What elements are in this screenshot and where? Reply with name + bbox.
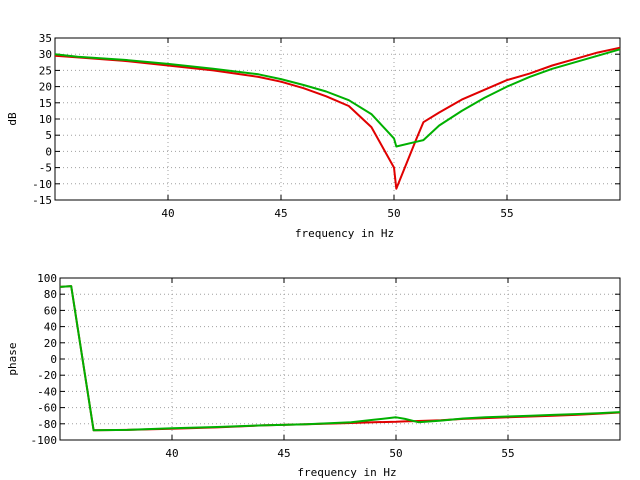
y-tick-label: 0 <box>50 353 57 366</box>
y-tick-label: 25 <box>39 64 52 77</box>
y-tick-label: 60 <box>44 304 57 317</box>
x-tick-label: 55 <box>501 447 514 460</box>
y-axis-label: phase <box>6 342 19 375</box>
x-tick-label: 40 <box>161 207 174 220</box>
series-line-2 <box>54 48 621 148</box>
y-tick-label: -80 <box>37 418 57 431</box>
y-tick-label: 20 <box>39 81 52 94</box>
x-axis-label: frequency in Hz <box>297 466 396 479</box>
x-tick-label: 55 <box>500 207 513 220</box>
y-tick-label: 80 <box>44 288 57 301</box>
y-tick-label: -10 <box>32 178 52 191</box>
y-tick-label: -5 <box>39 162 52 175</box>
y-tick-label: 15 <box>39 97 52 110</box>
x-tick-label: 40 <box>165 447 178 460</box>
y-tick-label: 100 <box>37 272 57 285</box>
y-tick-label: -15 <box>32 194 52 207</box>
y-tick-label: -40 <box>37 385 57 398</box>
x-tick-label: 50 <box>389 447 402 460</box>
y-tick-label: 35 <box>39 32 52 45</box>
series-line-1 <box>59 285 621 432</box>
y-axis-label: dB <box>6 112 19 126</box>
y-tick-label: 40 <box>44 321 57 334</box>
y-tick-label: 30 <box>39 48 52 61</box>
y-tick-label: -100 <box>31 434 58 447</box>
x-tick-label: 45 <box>277 447 290 460</box>
x-tick-label: 50 <box>387 207 400 220</box>
x-axis-label: frequency in Hz <box>295 227 394 240</box>
y-tick-label: 5 <box>45 129 52 142</box>
x-tick-label: 45 <box>274 207 287 220</box>
y-tick-label: -60 <box>37 402 57 415</box>
y-tick-label: 10 <box>39 113 52 126</box>
series-line-2 <box>59 285 621 432</box>
y-tick-label: -20 <box>37 369 57 382</box>
y-tick-label: 0 <box>45 145 52 158</box>
series-line-1 <box>54 46 621 190</box>
y-tick-label: 20 <box>44 337 57 350</box>
